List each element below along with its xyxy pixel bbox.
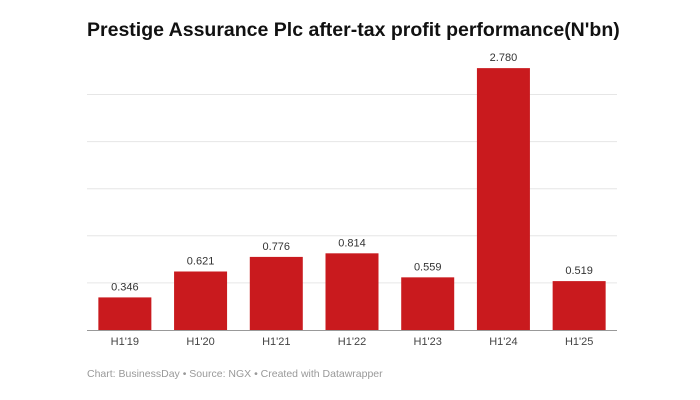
bar <box>98 297 152 330</box>
data-label: 0.776 <box>263 241 291 253</box>
x-tick-label: H1'22 <box>338 336 366 348</box>
chart-title: Prestige Assurance Plc after-tax profit … <box>87 19 620 41</box>
data-label: 0.559 <box>414 261 442 273</box>
x-tick-label: H1'23 <box>414 336 442 348</box>
bar <box>401 277 455 330</box>
x-tick-label: H1'25 <box>565 336 593 348</box>
data-label: 2.780 <box>490 52 518 64</box>
bar <box>249 256 303 330</box>
bar <box>174 271 228 330</box>
data-label: 0.519 <box>565 265 593 277</box>
data-label: 0.621 <box>187 256 215 268</box>
bar <box>476 68 530 331</box>
x-tick-label: H1'19 <box>111 336 139 348</box>
chart-credit: Chart: BusinessDay • Source: NGX • Creat… <box>87 368 383 380</box>
x-tick-label: H1'24 <box>489 336 517 348</box>
x-tick-label: H1'21 <box>262 336 290 348</box>
bar <box>552 281 606 330</box>
x-tick-label: H1'20 <box>186 336 214 348</box>
bar <box>325 253 379 330</box>
data-label: 0.346 <box>111 281 139 293</box>
data-label: 0.814 <box>338 237 366 249</box>
